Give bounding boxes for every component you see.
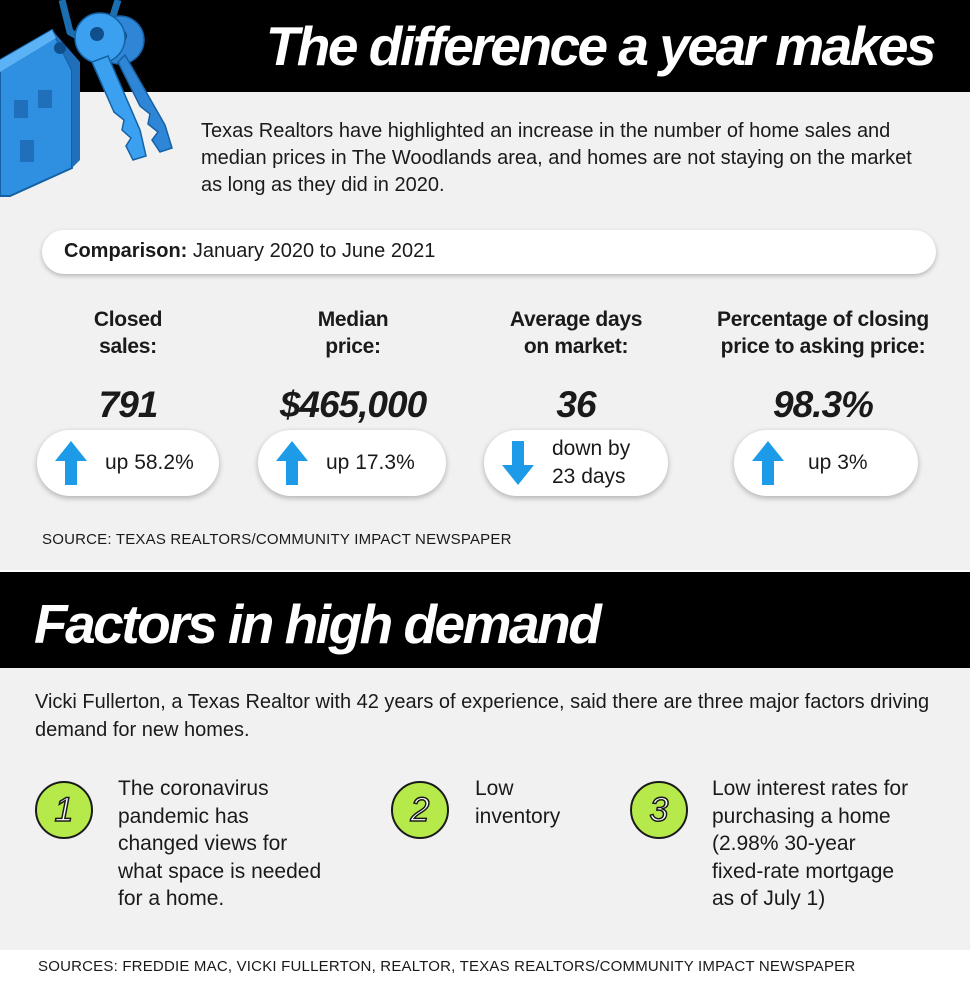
stat-label-line: sales: bbox=[99, 335, 157, 358]
intro-text: Texas Realtors have highlighted an incre… bbox=[201, 120, 912, 196]
source-note: SOURCE: TEXAS REALTORS/COMMUNITY IMPACT … bbox=[42, 531, 512, 548]
arrow-up-icon bbox=[55, 441, 87, 485]
stat-label: Closed sales: bbox=[48, 306, 208, 360]
arrow-down-icon bbox=[502, 441, 534, 485]
factors-intro: Vicki Fullerton, a Texas Realtor with 42… bbox=[35, 691, 930, 741]
change-text: up 58.2% bbox=[105, 449, 194, 477]
factor-text: Low inventory bbox=[475, 775, 615, 830]
change-line: up 3% bbox=[808, 451, 868, 474]
change-pill-closing-percentage: up 3% bbox=[734, 430, 918, 496]
stat-label-line: Median bbox=[317, 308, 389, 331]
factor-line: (2.98% 30-year bbox=[712, 832, 856, 855]
change-line: down by bbox=[552, 437, 631, 460]
stat-value: 98.3% bbox=[773, 384, 874, 425]
stat-label-line: on market: bbox=[523, 335, 629, 358]
change-pill-closed-sales: up 58.2% bbox=[37, 430, 219, 496]
stat-median-price: Median price: $465,000 bbox=[248, 306, 458, 426]
arrow-up-icon bbox=[752, 441, 784, 485]
factor-number-badge: 2 bbox=[391, 781, 449, 839]
factor-line: what space is needed bbox=[118, 859, 322, 883]
factor-line: Low bbox=[475, 777, 514, 800]
change-pill-median-price: up 17.3% bbox=[258, 430, 446, 496]
header-banner: The difference a year makes bbox=[0, 0, 970, 92]
factor-line: changed views for bbox=[118, 832, 288, 855]
factor-number-badge: 3 bbox=[630, 781, 688, 839]
stat-value: $465,000 bbox=[279, 384, 427, 425]
factor-line: Low interest rates for bbox=[712, 777, 909, 800]
factor-text: Low interest rates for purchasing a home… bbox=[712, 775, 952, 913]
comparison-label: Comparison: bbox=[64, 240, 188, 262]
stat-label: Percentage of closing price to asking pr… bbox=[696, 306, 950, 360]
comparison-bar: Comparison: January 2020 to June 2021 bbox=[42, 230, 936, 274]
factor-line: The coronavirus bbox=[118, 777, 269, 800]
stat-label: Median price: bbox=[248, 306, 458, 360]
factor-line: as of July 1) bbox=[712, 887, 826, 910]
stat-label-line: Closed bbox=[93, 308, 163, 331]
factor-number-badge: 1 bbox=[35, 781, 93, 839]
stat-closed-sales: Closed sales: 791 bbox=[48, 306, 208, 426]
stat-label-line: price to asking price: bbox=[720, 335, 926, 358]
sources-note: SOURCES: FREDDIE MAC, VICKI FULLERTON, R… bbox=[38, 958, 856, 975]
factor-line: purchasing a home bbox=[712, 804, 891, 828]
stat-average-days: Average days on market: 36 bbox=[486, 306, 666, 426]
change-text: up 3% bbox=[808, 449, 868, 477]
change-text: up 17.3% bbox=[326, 449, 415, 477]
stat-value: 791 bbox=[98, 384, 159, 425]
stat-label-line: price: bbox=[325, 335, 381, 358]
section-title: Factors in high demand bbox=[34, 593, 602, 655]
factors-panel bbox=[0, 668, 970, 950]
change-text: down by 23 days bbox=[552, 435, 630, 491]
stat-label-line: Percentage of closing bbox=[717, 308, 929, 331]
change-line: up 17.3% bbox=[326, 451, 415, 474]
comparison-value: January 2020 to June 2021 bbox=[192, 240, 436, 262]
page-title: The difference a year makes bbox=[265, 15, 937, 77]
stat-closing-percentage: Percentage of closing price to asking pr… bbox=[696, 306, 950, 426]
change-line: up 58.2% bbox=[105, 451, 194, 474]
house-keys-icon bbox=[0, 0, 173, 197]
factor-line: fixed-rate mortgage bbox=[712, 859, 895, 883]
section-banner: Factors in high demand bbox=[0, 572, 970, 668]
stat-value: 36 bbox=[556, 384, 596, 425]
factor-line: for a home. bbox=[118, 887, 225, 910]
change-line: 23 days bbox=[552, 465, 626, 488]
factor-line: pandemic has bbox=[118, 804, 249, 828]
factor-line: inventory bbox=[475, 804, 561, 828]
factor-text: The coronavirus pandemic has changed vie… bbox=[118, 775, 368, 913]
stat-label: Average days on market: bbox=[486, 306, 666, 360]
stat-label-line: Average days bbox=[509, 308, 643, 331]
change-pill-average-days: down by 23 days bbox=[484, 430, 668, 496]
arrow-up-icon bbox=[276, 441, 308, 485]
